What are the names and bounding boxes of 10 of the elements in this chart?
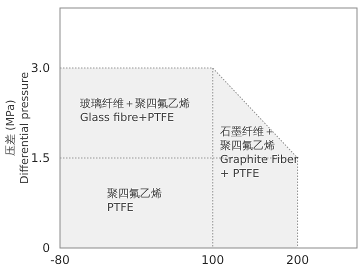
annotation: 石墨纤维＋聚四氟乙烯 Graphite Fiber + PTFE [220,125,299,180]
y-tick-label: 0 [42,241,50,255]
annotation: 玻璃纤维＋聚四氟乙烯 Glass fibre+PTFE [80,97,190,124]
y-tick-label: 3.0 [30,61,50,75]
y-axis-title: 压差 (MPa) Differential pressure [4,72,31,184]
y-tick-label: 1.5 [30,151,50,165]
x-tick-label: -80 [50,253,70,267]
x-tick-label: 200 [286,253,310,267]
x-tick-label: 100 [201,253,224,267]
annotation: 聚四氟乙烯 PTFE [107,187,162,214]
